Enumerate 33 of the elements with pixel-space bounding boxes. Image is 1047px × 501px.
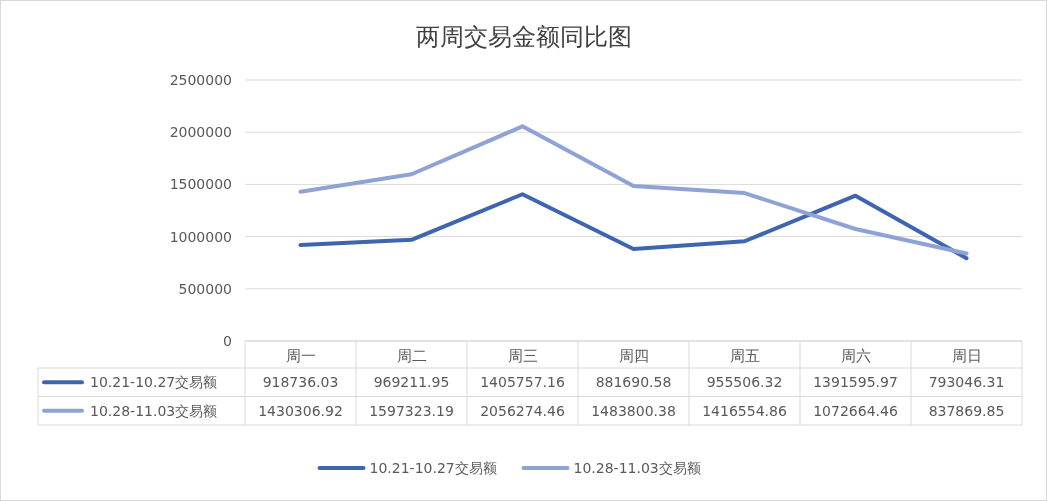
legend-label: 10.28-11.03交易额 (90, 402, 218, 419)
x-tick-label: 周六 (840, 347, 871, 365)
data-label: 1391595.97 (813, 374, 898, 391)
x-tick-label: 周日 (951, 347, 982, 365)
y-tick-label: 500000 (178, 280, 232, 297)
x-tick-label: 周一 (285, 347, 316, 365)
data-label: 955506.32 (706, 374, 783, 391)
y-tick-label: 1500000 (169, 176, 232, 193)
chart-title: 两周交易金额同比图 (415, 23, 632, 51)
x-tick-label: 周五 (729, 347, 760, 365)
data-label: 1597323.19 (369, 402, 454, 419)
x-tick-label: 周四 (618, 347, 649, 365)
data-label: 1072664.46 (813, 402, 898, 419)
line-series (298, 192, 969, 261)
data-label: 1416554.86 (702, 402, 787, 419)
x-tick-label: 周二 (396, 347, 427, 365)
y-tick-label: 1000000 (169, 228, 232, 245)
y-tick-label: 2000000 (169, 124, 232, 141)
data-label: 918736.03 (262, 374, 339, 391)
data-label: 837869.85 (928, 402, 1005, 419)
line-series (298, 124, 969, 256)
data-label: 1405757.16 (480, 374, 565, 391)
data-label: 1483800.38 (591, 402, 676, 419)
y-tick-label: 0 (223, 333, 232, 349)
y-tick-label: 2500000 (169, 72, 232, 88)
data-label: 969211.95 (373, 374, 450, 391)
data-label: 2056274.46 (480, 402, 565, 419)
x-tick-label: 周三 (507, 347, 538, 365)
data-label: 793046.31 (928, 374, 1005, 391)
data-label: 881690.58 (595, 374, 672, 391)
legend-label: 10.21-10.27交易额 (90, 374, 218, 391)
data-label: 1430306.92 (258, 402, 343, 419)
legend: 10.21-10.27交易额 10.28-11.03交易额 (317, 460, 701, 476)
